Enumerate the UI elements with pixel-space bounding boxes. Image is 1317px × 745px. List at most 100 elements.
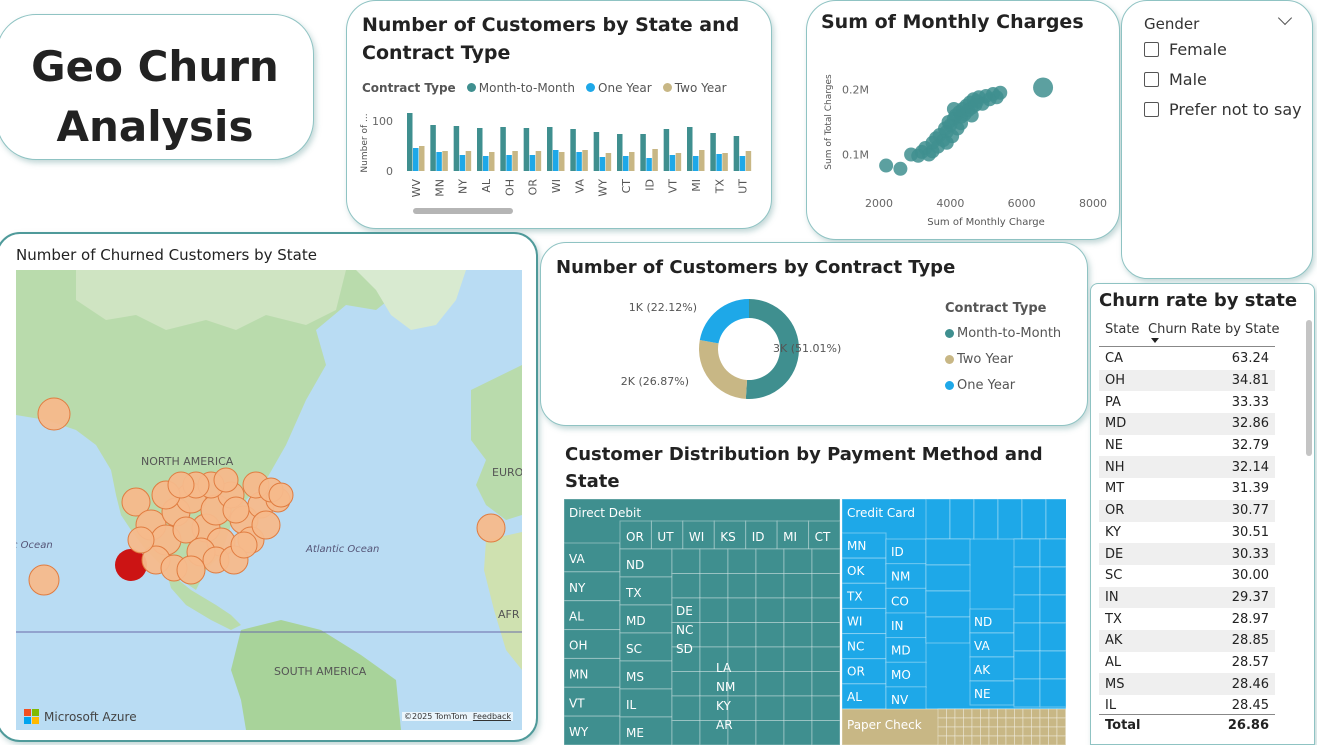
sort-desc-icon[interactable] [1151, 338, 1159, 343]
treemap-cell[interactable] [1048, 717, 1058, 728]
treemap-cell[interactable] [564, 571, 621, 602]
treemap-cell[interactable] [946, 735, 956, 745]
bar-OH-1[interactable] [506, 155, 512, 171]
map-bubble[interactable] [176, 555, 206, 585]
table-row[interactable]: MD 32.86 [1099, 413, 1275, 435]
treemap-cell[interactable] [755, 720, 785, 745]
treemap-cell[interactable] [1013, 650, 1041, 680]
treemap-cell[interactable] [885, 686, 927, 713]
treemap-cell[interactable] [727, 573, 757, 599]
bar-VA-1[interactable] [576, 152, 582, 171]
treemap-cell[interactable] [619, 576, 673, 606]
bar-WY-1[interactable] [599, 157, 606, 171]
bar-WI-0[interactable] [547, 127, 553, 171]
col-state-header[interactable]: State [1105, 322, 1140, 337]
bar-ID-2[interactable] [652, 149, 658, 171]
horizontal-scrollbar[interactable] [413, 208, 513, 214]
treemap-cell[interactable] [997, 499, 1023, 540]
treemap-cell[interactable] [1039, 538, 1066, 568]
bar-TX-0[interactable] [710, 133, 716, 171]
treemap-cell[interactable] [783, 671, 813, 697]
donut-legend-one-year[interactable]: One Year [945, 372, 1061, 398]
treemap-cell[interactable] [1014, 708, 1024, 719]
map-bubble-ca[interactable] [115, 549, 147, 581]
treemap-cell[interactable] [811, 671, 841, 697]
bar-TX-1[interactable] [716, 154, 722, 171]
treemap-cell[interactable] [841, 683, 887, 710]
treemap-cell[interactable] [1031, 708, 1041, 719]
map-bubble[interactable] [230, 531, 258, 559]
scatter-card[interactable]: Sum of Monthly Charges 0.1M 0.2M 2000 4000 6… [806, 0, 1120, 240]
scatter-point[interactable] [893, 161, 908, 176]
treemap-cell[interactable] [1039, 650, 1066, 680]
table-row[interactable]: TX 28.97 [1099, 608, 1275, 630]
treemap-cell[interactable] [745, 520, 778, 550]
treemap-cell[interactable] [1022, 717, 1032, 728]
treemap-cell[interactable] [1039, 622, 1066, 652]
map-bubbles[interactable] [28, 397, 506, 596]
bar-MI-0[interactable] [687, 127, 693, 171]
treemap-cell[interactable] [1013, 678, 1041, 708]
donut-card[interactable]: Number of Customers by Contract Type 3K … [540, 242, 1088, 426]
treemap-cell[interactable] [699, 548, 729, 574]
legend-month-to-month[interactable]: Month-to-Month [466, 81, 575, 95]
treemap-cell[interactable] [727, 548, 757, 574]
treemap-cell[interactable] [997, 717, 1007, 728]
treemap-cell[interactable] [937, 735, 947, 745]
bar-WY-2[interactable] [605, 153, 612, 171]
treemap-cell[interactable] [727, 671, 757, 697]
table-row[interactable]: OR 30.77 [1099, 499, 1275, 522]
bar-WV-0[interactable] [407, 113, 413, 171]
treemap-cell[interactable] [811, 573, 841, 599]
treemap-visual[interactable]: Customer Distribution by Payment Method … [562, 436, 1066, 745]
bar-NY-0[interactable] [453, 126, 460, 171]
treemap-cell[interactable] [841, 582, 887, 609]
treemap-cell[interactable] [783, 695, 813, 721]
legend-one-year[interactable]: One Year [586, 81, 652, 95]
treemap-cell[interactable] [699, 573, 729, 599]
treemap-cell[interactable] [727, 597, 757, 623]
bar-WY-0[interactable] [593, 132, 600, 171]
table-row[interactable]: MT 31.39 [1099, 478, 1275, 500]
map-bubble[interactable] [28, 564, 60, 596]
treemap-cell[interactable] [954, 735, 964, 745]
map-bubble[interactable] [213, 467, 239, 493]
treemap-cell[interactable] [1031, 735, 1041, 745]
treemap-cell[interactable] [699, 597, 729, 623]
bar-MN-2[interactable] [442, 151, 448, 171]
bar-MI-2[interactable] [699, 150, 705, 171]
treemap-cell[interactable] [727, 695, 757, 721]
bar-WI-1[interactable] [553, 150, 559, 171]
treemap-cell[interactable] [1056, 735, 1066, 745]
table-row[interactable]: AK 28.85 [1099, 629, 1275, 652]
treemap-cell[interactable] [1045, 499, 1066, 540]
treemap-cell[interactable] [755, 646, 785, 672]
treemap-cell[interactable] [980, 726, 990, 737]
table-row[interactable]: CA 63.24 [1099, 348, 1275, 370]
donut-slice-0[interactable] [745, 299, 800, 399]
treemap-cell[interactable] [671, 622, 701, 648]
bar-WV-1[interactable] [413, 148, 419, 171]
treemap-cell[interactable] [671, 548, 701, 574]
treemap-cell[interactable] [997, 708, 1007, 719]
treemap-cell[interactable] [949, 499, 975, 540]
treemap-cell[interactable] [1065, 735, 1067, 745]
donut-legend-month-to-month[interactable]: Month-to-Month [945, 320, 1061, 346]
table-row[interactable]: DE 30.33 [1099, 543, 1275, 565]
scatter-point[interactable] [946, 102, 961, 116]
table-row[interactable]: MS 28.46 [1099, 673, 1275, 695]
treemap-cell[interactable] [783, 622, 813, 648]
chevron-down-icon[interactable] [1277, 10, 1293, 26]
treemap-cell[interactable] [1022, 735, 1032, 745]
treemap-cell[interactable] [1022, 726, 1032, 737]
bar-chart-plot[interactable]: Number of ... 0 100 WV MN NY AL OH OR WI VA WY CT ID V… [355, 95, 765, 229]
treemap-cell[interactable] [1039, 726, 1049, 737]
bar-OR-0[interactable] [523, 128, 530, 171]
treemap-cell[interactable] [963, 708, 973, 719]
treemap-cell[interactable] [1013, 594, 1041, 624]
treemap-cell[interactable] [925, 590, 971, 618]
treemap-cell[interactable] [954, 726, 964, 737]
treemap-cell[interactable] [971, 735, 981, 745]
scatter-point[interactable] [939, 135, 954, 150]
bar-TX-2[interactable] [722, 153, 728, 171]
